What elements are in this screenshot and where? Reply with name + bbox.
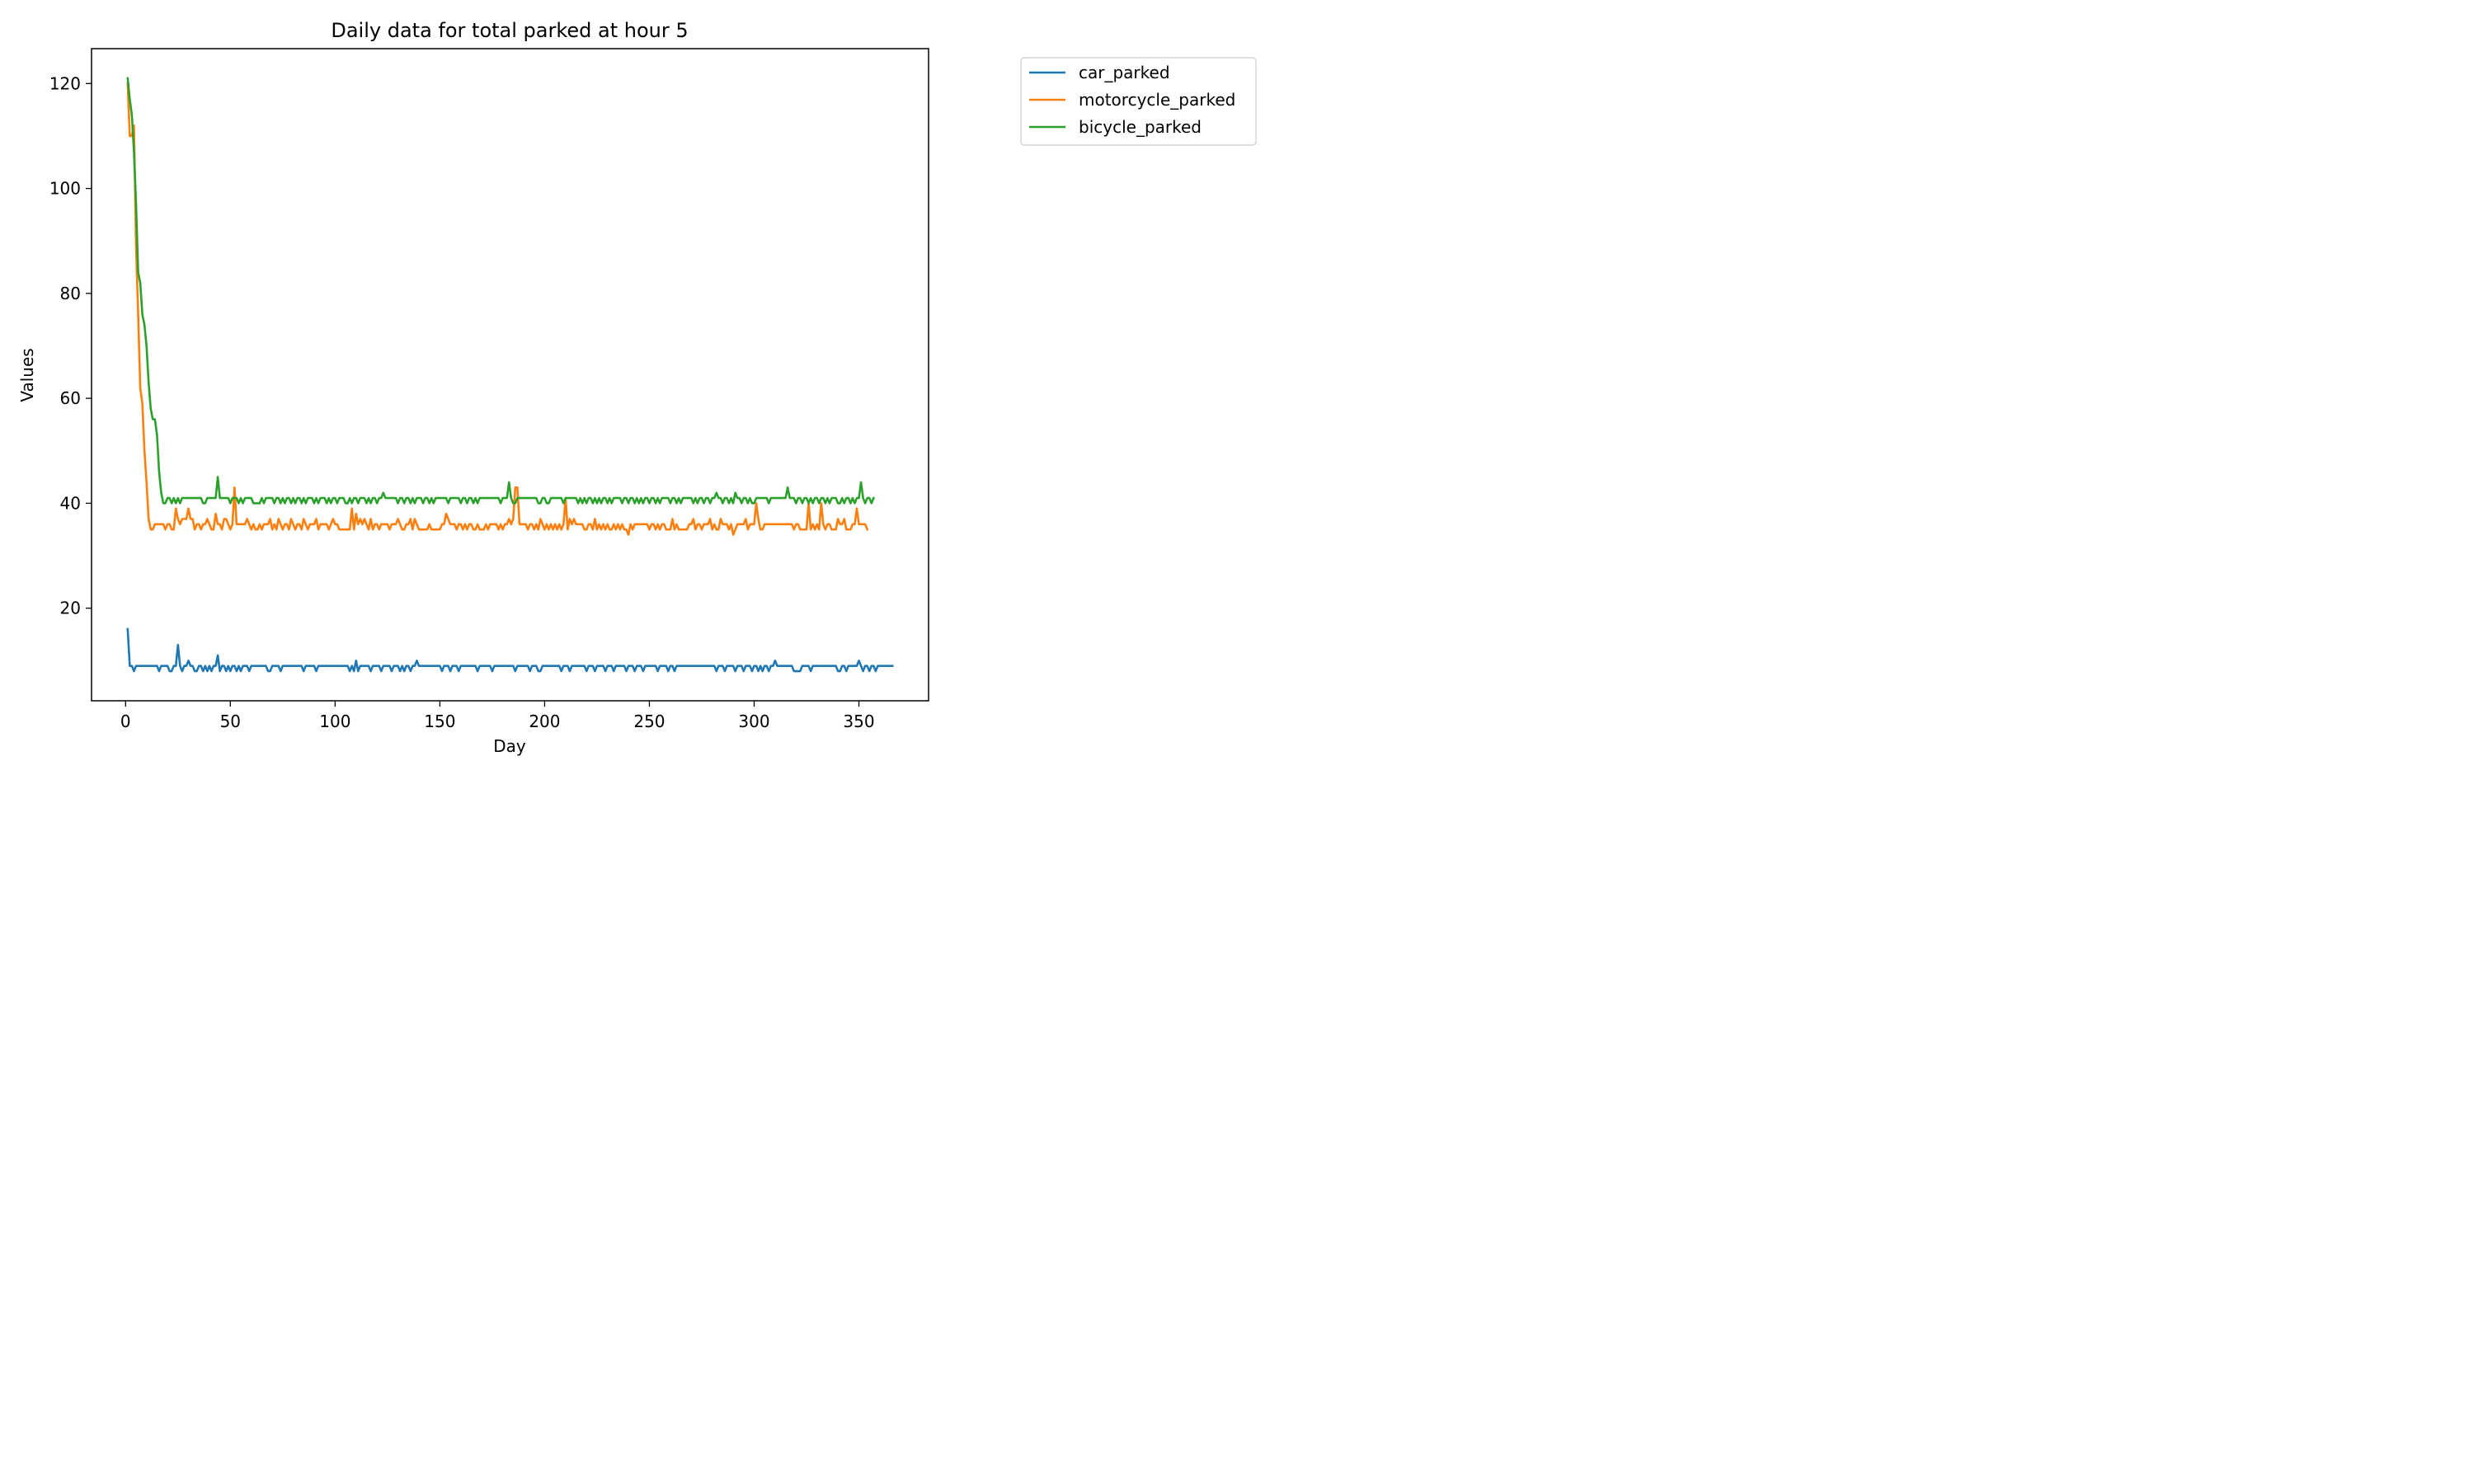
legend: car_parked motorcycle_parked bicycle_parke… xyxy=(1020,57,1257,146)
y-tick-label: 60 xyxy=(60,388,81,408)
series-line-car_parked xyxy=(126,627,894,673)
plot-frame xyxy=(91,48,929,702)
chart-title: Daily data for total parked at hour 5 xyxy=(331,19,688,42)
x-tick-label: 100 xyxy=(319,711,350,731)
y-tick-label: 40 xyxy=(60,493,81,513)
x-tick-label: 200 xyxy=(529,711,560,731)
legend-box xyxy=(1020,57,1257,146)
y-axis: 20 40 60 80 100 120 xyxy=(49,73,92,618)
series-line-bicycle_parked xyxy=(126,77,875,505)
x-tick-label: 150 xyxy=(424,711,455,731)
legend-label-motorcycle_parked: motorcycle_parked xyxy=(1079,90,1235,110)
legend-label-bicycle_parked: bicycle_parked xyxy=(1079,117,1202,137)
y-tick-label: 20 xyxy=(60,599,81,618)
legend-label-car_parked: car_parked xyxy=(1079,63,1170,82)
x-tick-label: 350 xyxy=(843,711,874,731)
y-tick-label: 120 xyxy=(49,73,81,93)
y-tick-label: 80 xyxy=(60,284,81,303)
x-axis: 0 50 100 150 200 250 300 350 xyxy=(120,701,875,731)
y-tick-label: 100 xyxy=(49,179,81,199)
line-chart: Daily data for total parked at hour 5 0 5… xyxy=(17,19,1257,756)
x-axis-label: Day xyxy=(493,736,526,756)
series-line-motorcycle_parked xyxy=(126,82,869,536)
series-layer xyxy=(126,77,894,673)
x-tick-label: 0 xyxy=(120,711,131,731)
x-tick-label: 250 xyxy=(633,711,665,731)
x-tick-label: 300 xyxy=(738,711,769,731)
y-axis-label: Values xyxy=(17,348,37,402)
x-tick-label: 50 xyxy=(220,711,241,731)
